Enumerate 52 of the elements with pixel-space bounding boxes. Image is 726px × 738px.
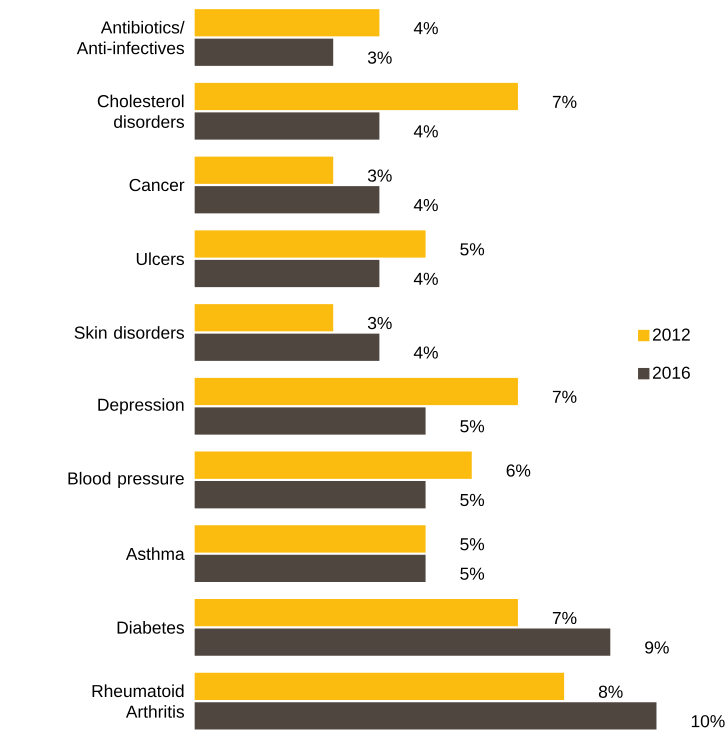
bar [194,186,380,214]
data-label: 8% [598,686,623,698]
bar [194,9,380,36]
bar [194,38,334,66]
data-label: 4% [414,22,438,34]
data-label: 3% [368,169,392,182]
bar [194,599,518,626]
bar [194,525,426,553]
bar [194,407,426,435]
bar [194,452,472,479]
data-label: 5% [460,568,484,580]
y-tick-label: Skin disorders [74,326,184,339]
y-tick-label: Blood pressure [68,472,184,488]
y-tick-label: Asthma [126,547,185,560]
data-label: 5% [460,538,484,550]
bar [194,554,426,582]
y-tick-label: Cholesterol disorders [98,94,184,128]
data-label: 10% [692,715,725,728]
data-label: 5% [460,420,484,432]
data-label: 3% [368,51,392,64]
bar [194,378,518,406]
data-label: 4% [414,199,438,212]
bar [194,481,426,508]
data-label: 7% [552,96,576,108]
legend-label: 2012 [652,328,690,341]
data-label: 3% [368,316,392,330]
bar [194,334,380,361]
bar [194,672,564,700]
data-label: 7% [552,390,576,403]
y-tick-label: Cancer [130,178,184,192]
data-label: 7% [552,612,576,624]
bar [194,112,380,140]
data-label: 5% [460,494,484,506]
bar [194,82,518,110]
bar [194,304,334,332]
y-tick-label: Rheumatoid Arthritis [92,684,184,718]
bar [194,156,334,184]
y-tick-label: Diabetes [118,621,184,634]
bar [194,260,380,288]
data-label: 4% [414,272,438,285]
y-tick-label: Depression [98,398,184,414]
data-label: 9% [645,641,669,654]
data-label: 6% [506,464,530,477]
bar [194,230,426,258]
y-tick-label: Antibiotics/ Anti-infectives [76,20,185,54]
y-tick-label: Ulcers [136,252,184,266]
bar [194,628,610,656]
data-label: 5% [460,243,484,256]
bar [194,702,656,730]
data-label: 4% [414,346,438,359]
data-label: 4% [414,125,438,138]
legend-label: 2016 [652,366,690,379]
